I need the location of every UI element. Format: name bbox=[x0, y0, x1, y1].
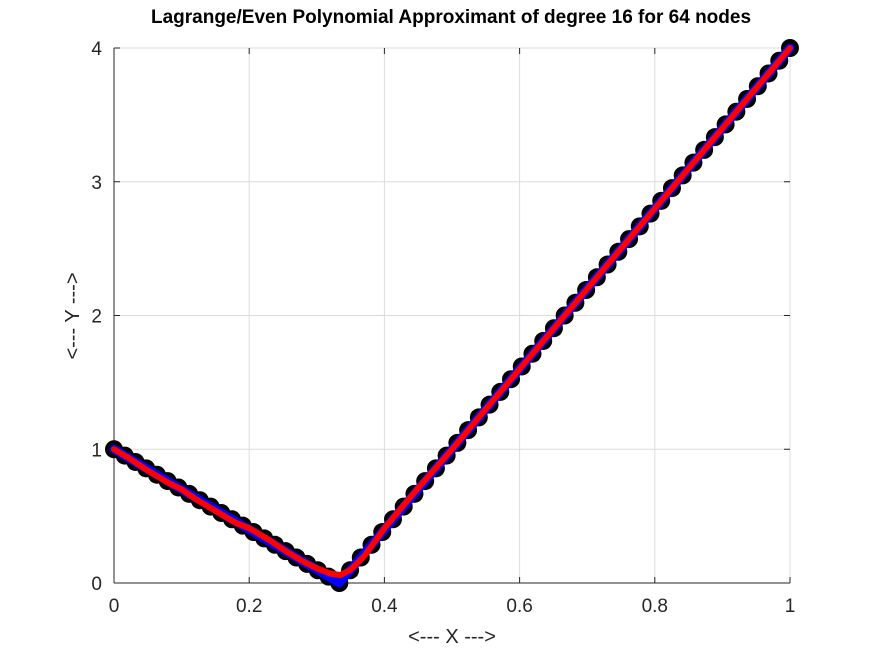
x-tick-label: 0.4 bbox=[371, 596, 398, 617]
y-tick-label: 0 bbox=[91, 574, 102, 595]
x-tick-label: 0.8 bbox=[642, 596, 668, 617]
x-axis-label: <--- X ---> bbox=[408, 626, 496, 648]
y-tick-label: 1 bbox=[91, 440, 102, 461]
series-lines bbox=[109, 43, 795, 588]
y-axis-label: <--- Y ---> bbox=[62, 272, 84, 359]
x-tick-label: 0.2 bbox=[236, 596, 262, 617]
y-tick-label: 4 bbox=[91, 39, 102, 60]
chart-title: Lagrange/Even Polynomial Approximant of … bbox=[151, 7, 751, 28]
x-tick-label: 1 bbox=[785, 596, 796, 617]
y-tick-label: 2 bbox=[91, 307, 102, 328]
x-tick-label: 0 bbox=[109, 596, 120, 617]
approximant-line bbox=[111, 45, 793, 578]
y-tick-label: 3 bbox=[91, 173, 102, 194]
plot-area bbox=[105, 39, 799, 592]
tick-labels: 0 0.2 0.4 0.6 0.8 1 0 1 2 3 4 bbox=[91, 39, 795, 617]
x-tick-label: 0.6 bbox=[506, 596, 532, 617]
